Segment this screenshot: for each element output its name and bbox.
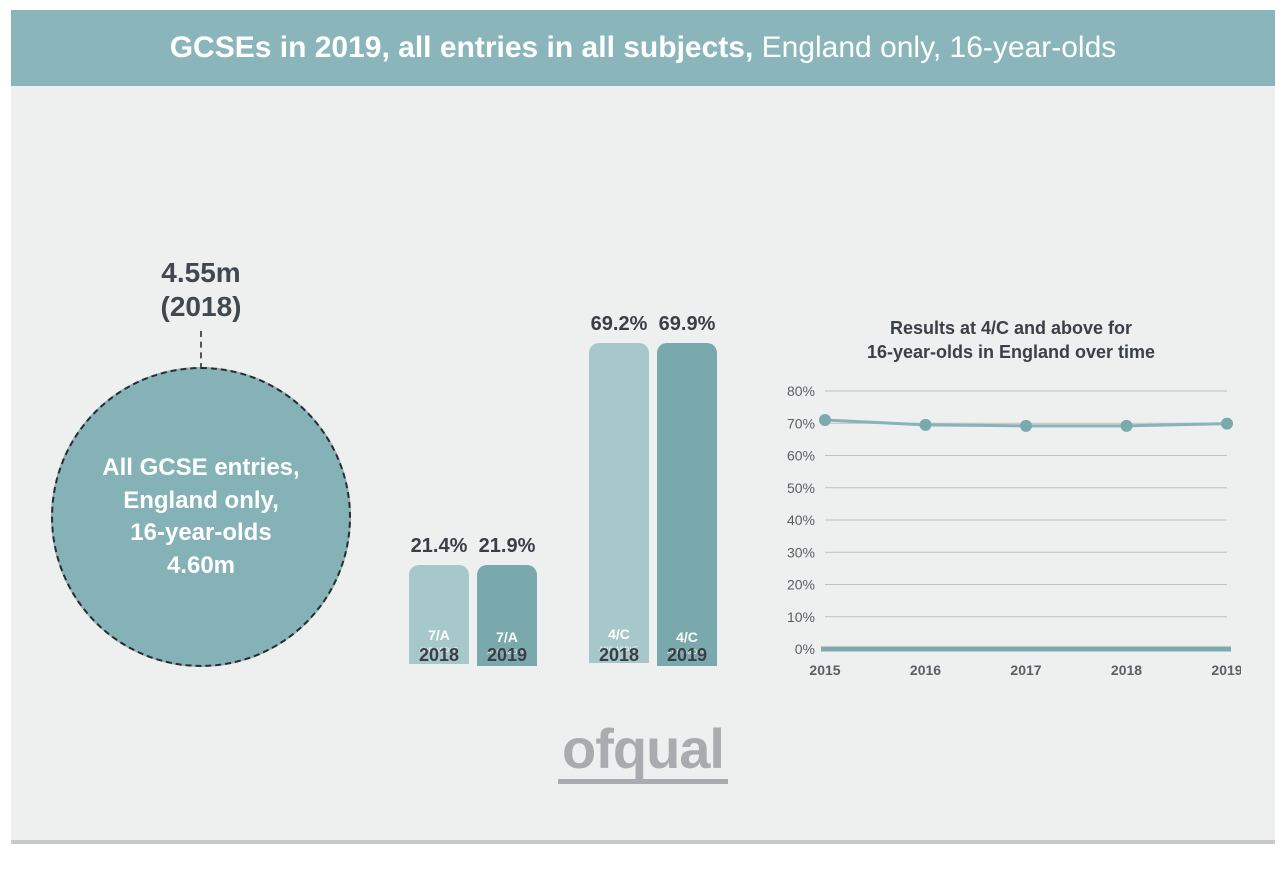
data-marker: [1020, 419, 1032, 431]
main-canvas: 4.55m (2018) All GCSE entries, England o…: [11, 86, 1275, 844]
bar-group: 21.4%7/AAND ABOVE201821.9%7/AAND ABOVE20…: [409, 565, 537, 666]
bar-grade-label: 7/A: [428, 628, 450, 642]
callout-value: 4.55m: [161, 257, 240, 288]
bar-value-label: 21.4%: [411, 535, 468, 558]
line-chart-svg: 0% 10% 20% 30% 40% 50% 60% 70% 80% 2015 2016 2017 20…: [771, 383, 1241, 683]
y-tick-label: 80%: [787, 383, 815, 399]
title-text: GCSEs in 2019, all entries in all subjec…: [170, 31, 1117, 65]
y-tick-label: 20%: [787, 576, 815, 592]
y-tick-label: 30%: [787, 544, 815, 560]
bar-year-label: 2019: [477, 645, 537, 666]
bar-year-label: 2018: [589, 645, 649, 666]
circle-text: All GCSE entries, England only, 16-year-…: [102, 452, 299, 582]
bar-year-label: 2019: [657, 645, 717, 666]
line-chart-title: Results at 4/C and above for 16-year-old…: [771, 316, 1251, 365]
data-marker: [920, 418, 932, 430]
bar-grade-label: 7/A: [496, 630, 518, 644]
callout-year: (2018): [161, 291, 242, 322]
title-bold: GCSEs in 2019, all entries in all subjec…: [170, 31, 754, 64]
x-tick-label: 2017: [1010, 662, 1041, 678]
x-tick-label: 2016: [910, 662, 941, 678]
y-tick-label: 0%: [795, 641, 815, 657]
y-tick-label: 70%: [787, 415, 815, 431]
x-tick-label: 2015: [809, 662, 840, 678]
footer-rule: [11, 840, 1275, 844]
bar-value-label: 69.9%: [659, 313, 716, 336]
bar-grade-label: 4/C: [608, 627, 630, 641]
bar-year-label: 2018: [409, 645, 469, 666]
line-chart-block: Results at 4/C and above for 16-year-old…: [771, 316, 1251, 683]
y-tick-label: 10%: [787, 608, 815, 624]
ofqual-logo: ofqual: [558, 721, 728, 784]
data-marker: [819, 414, 831, 426]
data-marker: [1221, 417, 1233, 429]
bar: 69.2%4/CAND ABOVE: [589, 343, 649, 663]
bar-chart: 21.4%7/AAND ABOVE201821.9%7/AAND ABOVE20…: [409, 296, 739, 696]
y-tick-label: 40%: [787, 512, 815, 528]
entries-circle: All GCSE entries, England only, 16-year-…: [51, 367, 351, 667]
bar: 69.9%4/CAND ABOVE: [657, 343, 717, 666]
callout-leader-line: [200, 331, 202, 369]
x-tick-label: 2019: [1211, 662, 1241, 678]
title-banner: GCSEs in 2019, all entries in all subjec…: [11, 10, 1275, 86]
circle-callout: 4.55m (2018): [46, 256, 356, 323]
bar-grade-label: 4/C: [676, 630, 698, 644]
y-tick-label: 50%: [787, 479, 815, 495]
entries-circle-block: 4.55m (2018) All GCSE entries, England o…: [46, 256, 356, 667]
bar-group: 69.2%4/CAND ABOVE2018 69.9%4/CAND ABOVE20…: [589, 343, 717, 666]
bar-value-label: 21.9%: [479, 535, 536, 558]
y-tick-label: 60%: [787, 447, 815, 463]
bar-value-label: 69.2%: [591, 313, 648, 336]
x-tick-label: 2018: [1111, 662, 1142, 678]
title-rest: England only, 16-year-olds: [753, 31, 1116, 64]
data-marker: [1121, 419, 1133, 431]
